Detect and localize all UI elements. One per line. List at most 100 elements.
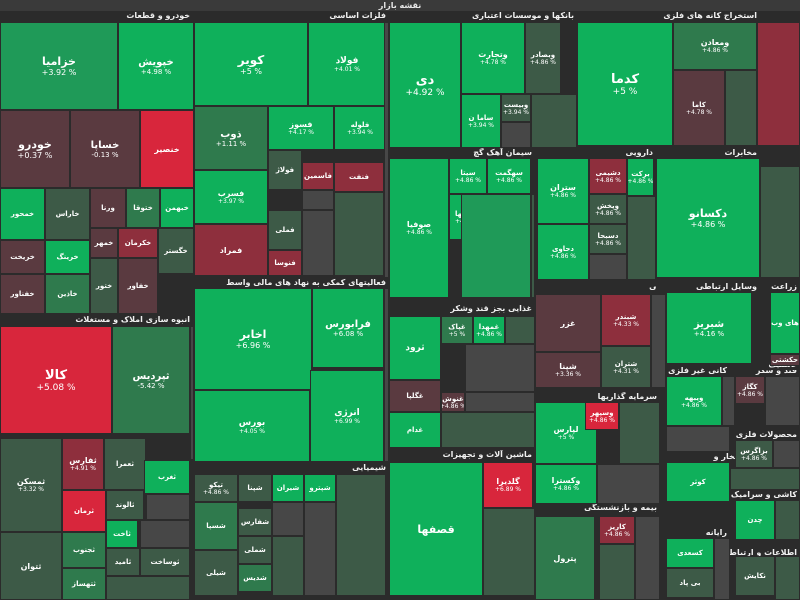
treemap-tile[interactable]: وسپهر +4.86 % [585, 402, 619, 430]
treemap-tile[interactable] [336, 474, 386, 596]
treemap-tile[interactable]: کوثر [666, 462, 730, 502]
treemap-tile[interactable]: ورنا [90, 188, 126, 228]
treemap-tile[interactable]: وپخش +4.86 % [589, 194, 627, 224]
treemap-tile[interactable]: دشیمی +4.86 % [589, 158, 627, 194]
treemap-tile[interactable] [441, 412, 535, 448]
treemap-tile[interactable]: کاما +4.78 % [673, 70, 725, 146]
treemap-tile[interactable]: ثجنوب [62, 532, 106, 568]
treemap-tile[interactable]: شسپا [194, 502, 238, 550]
treemap-tile[interactable] [272, 502, 304, 536]
treemap-tile[interactable]: شیران [272, 474, 304, 502]
treemap-tile[interactable]: شیلی [194, 550, 238, 596]
treemap-tile[interactable]: ختوقا [126, 188, 160, 228]
treemap-tile[interactable]: ثتهساز [62, 568, 106, 600]
treemap-tile[interactable]: فنوسا [268, 250, 302, 276]
treemap-tile[interactable]: خبهمن [160, 188, 194, 228]
treemap-tile[interactable]: غپاک +5 % [441, 316, 473, 344]
treemap-tile[interactable]: ثپردیس -5.42 % [112, 326, 190, 434]
treemap-tile[interactable] [106, 576, 190, 600]
treemap-tile[interactable]: دی +4.92 % [389, 22, 461, 148]
treemap-tile[interactable] [722, 376, 735, 426]
treemap-tile[interactable] [272, 536, 304, 596]
treemap-tile[interactable] [635, 516, 660, 600]
treemap-tile[interactable] [465, 344, 535, 392]
treemap-tile[interactable]: فولاژ [268, 150, 302, 190]
treemap-tile[interactable]: ثوساخت [140, 548, 190, 576]
treemap-tile[interactable]: خودرو +0.37 % [0, 110, 70, 188]
treemap-tile[interactable]: کسعدی [666, 538, 714, 568]
treemap-tile[interactable]: شپنا [238, 474, 272, 502]
treemap-tile[interactable]: شبریز +4.16 % [666, 292, 752, 364]
treemap-tile[interactable]: غدام [389, 412, 441, 448]
treemap-tile[interactable]: خساپا -0.13 % [70, 110, 140, 188]
treemap-tile[interactable]: ثاخت [106, 520, 138, 548]
treemap-tile[interactable]: ساما ن +3.94 % [461, 94, 501, 148]
treemap-tile[interactable] [483, 508, 535, 596]
treemap-tile[interactable]: فسرب +3.97 % [194, 170, 268, 224]
treemap-tile[interactable]: ختور [90, 258, 118, 314]
treemap-tile[interactable]: کگاز +4.86 % [735, 376, 765, 404]
treemap-tile[interactable]: بورس +4.05 % [194, 390, 310, 462]
treemap-tile[interactable] [461, 194, 531, 298]
treemap-tile[interactable]: خنصیر [140, 110, 194, 188]
treemap-tile[interactable]: غمهدا +4.86 % [473, 316, 505, 344]
treemap-tile[interactable]: تیکو +4.86 % [194, 474, 238, 502]
treemap-tile[interactable]: ومعادن +4.86 % [673, 22, 757, 70]
treemap-tile[interactable] [773, 440, 800, 468]
treemap-tile[interactable]: شملی [238, 536, 272, 564]
treemap-tile[interactable] [465, 392, 535, 412]
treemap-tile[interactable] [619, 402, 660, 464]
treemap-tile[interactable]: ستران +4.86 % [537, 158, 589, 224]
treemap-tile[interactable]: چدن [735, 500, 775, 540]
treemap-tile[interactable]: فرابورس +6.08 % [312, 288, 384, 368]
treemap-tile[interactable]: خریخت [0, 240, 45, 274]
treemap-tile[interactable]: ویبهه +4.86 % [666, 376, 722, 426]
treemap-tile[interactable] [725, 70, 757, 146]
treemap-tile[interactable]: سیتا +4.86 % [449, 158, 487, 194]
treemap-tile[interactable]: ثرود [389, 316, 441, 380]
treemap-tile[interactable]: ثامید [106, 548, 140, 576]
treemap-tile[interactable] [627, 196, 656, 280]
treemap-tile[interactable]: خرینگ [45, 240, 90, 274]
treemap-tile[interactable]: خفاور [118, 258, 158, 314]
treemap-tile[interactable] [531, 94, 577, 148]
treemap-tile[interactable]: وکسترا +4.86 % [535, 464, 597, 504]
treemap-tile[interactable]: ثعمرا [104, 438, 146, 490]
treemap-tile[interactable]: بزاگرس +4.86 % [735, 440, 773, 468]
treemap-tile[interactable] [597, 464, 660, 504]
treemap-tile[interactable] [304, 502, 336, 596]
treemap-tile[interactable]: شپترو [304, 474, 336, 502]
treemap-tile[interactable] [384, 288, 389, 462]
treemap-tile[interactable]: غزر [535, 294, 601, 352]
treemap-tile[interactable]: های وب [770, 292, 800, 354]
treemap-tile[interactable]: ثفارس +4.91 % [62, 438, 104, 490]
treemap-tile[interactable]: ذوب +1.11 % [194, 106, 268, 170]
treemap-tile[interactable]: ثمسکن +3.32 % [0, 438, 62, 532]
treemap-tile[interactable]: وبصادر +4.86 % [525, 22, 561, 94]
treemap-tile[interactable]: دسبحا +4.86 % [589, 224, 627, 254]
treemap-tile[interactable]: خاراس [45, 188, 90, 240]
treemap-tile[interactable] [730, 468, 800, 490]
treemap-tile[interactable]: خمهر [90, 228, 118, 258]
treemap-tile[interactable]: برکت +4.86 % [627, 158, 654, 196]
treemap-tile[interactable]: فسوز +4.17 % [268, 106, 334, 150]
treemap-tile[interactable] [651, 294, 666, 388]
treemap-tile[interactable]: فمراد [194, 224, 268, 276]
treemap-tile[interactable]: دکسانو +4.86 % [656, 158, 760, 278]
treemap-tile[interactable]: غگلپا [389, 380, 441, 412]
treemap-tile[interactable]: خکرمان [118, 228, 158, 258]
treemap-tile[interactable] [531, 194, 535, 298]
treemap-tile[interactable] [666, 426, 730, 452]
treemap-tile[interactable]: گلدیرا +6.89 % [483, 462, 533, 508]
treemap-tile[interactable]: شپنا +3.36 % [535, 352, 601, 388]
treemap-tile[interactable] [140, 520, 190, 548]
treemap-tile[interactable]: شدیس [238, 564, 272, 592]
treemap-tile[interactable] [190, 326, 194, 460]
treemap-tile[interactable]: ثرمان [62, 490, 106, 532]
treemap-tile[interactable]: شفارس [238, 508, 272, 536]
treemap-tile[interactable] [760, 166, 800, 278]
treemap-tile[interactable]: خپویش +4.98 % [118, 22, 194, 110]
treemap-tile[interactable] [334, 192, 384, 276]
treemap-tile[interactable]: شبندر +4.33 % [601, 294, 651, 346]
treemap-tile[interactable] [599, 544, 635, 600]
